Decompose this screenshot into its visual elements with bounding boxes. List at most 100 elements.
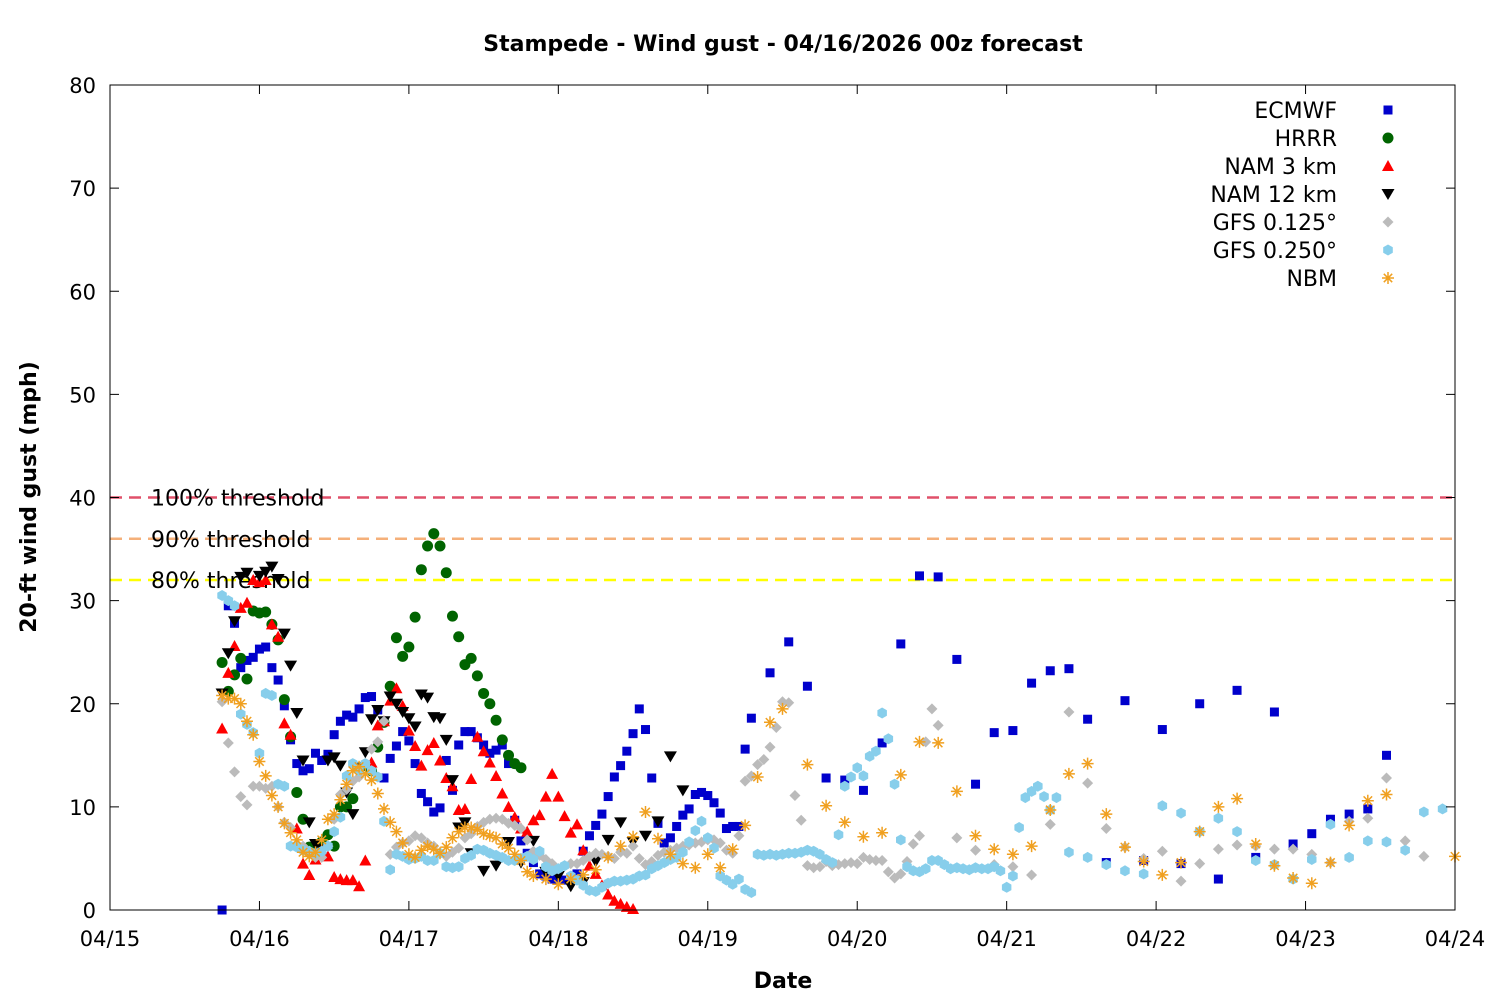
data-point-ecmwf [609, 772, 619, 782]
data-point-nbm [477, 827, 490, 840]
data-point-nam-12-km [277, 628, 291, 640]
legend-marker-gfs-0-250 [1383, 244, 1393, 256]
data-point-nam-12-km [477, 865, 491, 877]
data-point-ecmwf [721, 824, 731, 834]
data-point-nam-12-km [439, 734, 453, 746]
data-point-ecmwf [1045, 666, 1055, 676]
data-point-ecmwf [1382, 750, 1392, 760]
data-point-ecmwf [479, 740, 489, 750]
data-point-ecmwf [678, 810, 688, 820]
data-point-gfs-0-250 [1213, 812, 1224, 824]
data-point-hrrr [428, 528, 440, 540]
data-point-ecmwf [385, 753, 395, 763]
data-point-gfs-0-125 [1063, 706, 1075, 718]
data-point-nam-12-km [327, 752, 341, 764]
data-point-nbm [627, 830, 640, 843]
data-point-ecmwf [765, 668, 775, 678]
data-point-ecmwf [254, 644, 264, 654]
data-point-gfs-0-250 [690, 825, 701, 837]
y-tick-label: 0 [83, 899, 96, 923]
data-point-ecmwf [261, 642, 271, 652]
data-point-nbm [371, 787, 384, 800]
data-point-nam-12-km [651, 816, 665, 828]
data-point-gfs-0-250 [279, 780, 290, 792]
data-point-gfs-0-125 [1156, 845, 1168, 857]
data-point-nam-3-km [234, 601, 247, 613]
data-point-nbm [1175, 856, 1187, 869]
data-point-hrrr [260, 606, 272, 618]
data-point-nbm [1193, 825, 1206, 838]
data-point-gfs-0-125 [733, 830, 745, 842]
data-point-nbm [1119, 841, 1131, 854]
data-point-ecmwf [367, 692, 377, 702]
data-point-gfs-0-250 [1381, 836, 1392, 848]
legend-marker-ecmwf [1383, 105, 1393, 115]
data-point-gfs-0-250 [559, 860, 570, 872]
data-point-gfs-0-250 [896, 834, 906, 846]
data-point-ecmwf [348, 712, 358, 722]
data-point-ecmwf [1064, 664, 1074, 674]
data-point-nam-3-km [490, 769, 503, 781]
data-point-nam-3-km [240, 596, 253, 608]
data-point-nbm [820, 799, 833, 812]
data-point-gfs-0-125 [1362, 812, 1374, 824]
data-point-nbm [259, 769, 272, 782]
data-point-nam-12-km [589, 856, 603, 868]
data-point-nbm [353, 760, 366, 773]
data-point-hrrr [484, 698, 496, 710]
data-point-nbm [1100, 808, 1113, 821]
data-point-ecmwf [485, 748, 495, 758]
data-point-gfs-0-125 [378, 715, 390, 727]
data-point-ecmwf [877, 738, 887, 748]
y-axis-ticks: 0 10 20 30 40 50 60 70 80 [69, 74, 1455, 923]
data-point-nam-3-km [546, 767, 559, 779]
data-point-nbm [1324, 856, 1337, 869]
data-point-gfs-0-250 [1039, 791, 1049, 803]
data-point-nbm [334, 793, 347, 806]
data-point-ecmwf [1120, 696, 1130, 706]
data-point-gfs-0-250 [1437, 803, 1448, 815]
data-point-gfs-0-250 [1176, 807, 1186, 819]
data-point-gfs-0-250 [678, 846, 688, 858]
data-point-hrrr [440, 567, 452, 579]
data-point-nam-12-km [365, 714, 379, 726]
data-point-ecmwf [634, 704, 644, 714]
data-point-nbm [876, 826, 889, 839]
data-point-ecmwf [391, 741, 401, 751]
data-point-gfs-0-125 [926, 703, 938, 715]
data-point-ecmwf [547, 874, 557, 884]
data-point-ecmwf [647, 773, 657, 783]
data-point-ecmwf [697, 787, 707, 797]
data-point-nam-3-km [577, 844, 590, 856]
data-point-gfs-0-250 [1325, 818, 1336, 830]
data-point-nbm [483, 829, 496, 842]
data-point-gfs-0-250 [696, 815, 707, 827]
data-point-gfs-0-125 [229, 766, 241, 778]
data-point-nam-3-km [465, 773, 478, 785]
data-point-ecmwf [1195, 699, 1205, 709]
legend-marker-gfs-0-125 [1382, 216, 1394, 228]
data-point-ecmwf [454, 740, 464, 750]
data-point-nam-3-km [297, 857, 310, 869]
data-point-ecmwf [317, 755, 327, 765]
data-point-nam-12-km [421, 692, 435, 704]
data-point-ecmwf [616, 761, 626, 771]
data-point-nbm [1212, 800, 1225, 813]
data-point-nam-3-km [427, 736, 440, 748]
data-point-hrrr [403, 641, 415, 653]
x-tick-label: 04/17 [379, 927, 440, 951]
data-point-ecmwf [516, 836, 526, 846]
data-point-gfs-0-125 [851, 858, 863, 870]
data-point-hrrr [241, 673, 253, 685]
data-point-gfs-0-125 [882, 866, 894, 878]
data-point-nbm [614, 840, 627, 853]
data-point-nam-12-km [296, 755, 310, 767]
data-point-nbm [1006, 848, 1019, 861]
data-point-nam-12-km [228, 616, 242, 628]
data-point-ecmwf [665, 833, 675, 843]
data-point-nam-3-km [353, 880, 366, 892]
data-point-nam-3-km [602, 888, 615, 900]
data-point-gfs-0-125 [1268, 843, 1280, 855]
data-point-gfs-0-250 [229, 600, 240, 612]
data-point-nam-3-km [303, 868, 316, 880]
